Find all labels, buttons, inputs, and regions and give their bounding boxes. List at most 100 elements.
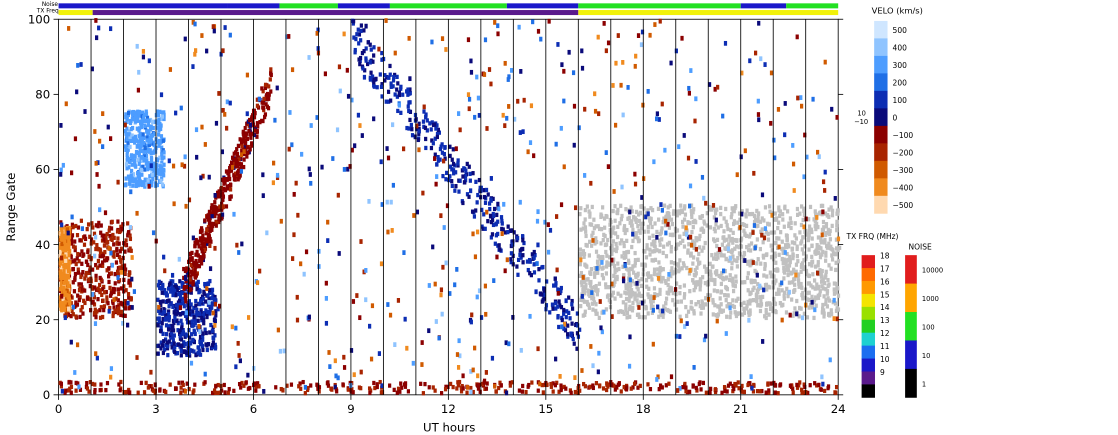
data-cell (299, 261, 303, 267)
data-cell (553, 383, 557, 388)
velocity-legend-swatch (874, 73, 888, 92)
data-cell (786, 209, 790, 214)
data-cell (146, 385, 150, 390)
data-cell (734, 279, 738, 284)
data-cell (756, 112, 761, 117)
data-cell (788, 312, 792, 318)
data-cell (723, 388, 727, 394)
y-tick-label: 0 (43, 388, 50, 402)
data-cell (535, 218, 540, 224)
data-cell (747, 317, 751, 323)
data-cell (201, 243, 205, 248)
data-cell (657, 238, 662, 243)
data-cell (652, 295, 656, 300)
data-cell (380, 57, 384, 62)
data-cell (812, 315, 816, 321)
data-cell (484, 311, 488, 317)
data-cell (164, 389, 168, 395)
data-cell (180, 301, 184, 306)
data-cell (184, 299, 188, 304)
data-cell (433, 281, 437, 287)
data-cell (436, 154, 440, 160)
data-cell (431, 244, 435, 250)
data-cell (646, 224, 650, 230)
data-cell (128, 118, 132, 124)
data-cell (229, 160, 234, 165)
data-cell (782, 296, 786, 301)
data-cell (137, 143, 141, 149)
data-cell (195, 249, 199, 255)
data-cell (59, 171, 63, 177)
data-cell (251, 113, 255, 118)
data-cell (640, 300, 645, 306)
data-cell (503, 230, 508, 235)
data-cell (140, 114, 144, 119)
data-cell (723, 292, 727, 298)
data-cell (805, 315, 810, 320)
data-cell (218, 390, 223, 395)
data-cell (189, 360, 194, 366)
data-cell (126, 233, 130, 238)
data-cell (173, 315, 177, 320)
data-cell (836, 236, 841, 242)
data-cell (209, 206, 214, 211)
data-cell (205, 286, 209, 291)
data-cell (410, 127, 414, 132)
data-cell (774, 260, 778, 265)
data-cell (111, 232, 115, 238)
data-cell (568, 316, 572, 321)
data-cell (162, 150, 166, 155)
data-cell (177, 331, 182, 337)
txfreq-legend-swatch (861, 384, 875, 398)
data-cell (594, 249, 599, 254)
data-cell (63, 290, 67, 295)
txfreq-legend-title: TX FRQ (MHz) (846, 232, 899, 241)
data-cell (766, 221, 770, 226)
data-cell (220, 207, 224, 212)
data-cell (203, 244, 207, 249)
data-cell (62, 307, 66, 312)
data-cell (138, 131, 142, 136)
data-cell (150, 179, 154, 184)
data-cell (192, 349, 196, 354)
data-cell (536, 388, 540, 393)
data-cell (725, 287, 730, 292)
data-cell (178, 328, 182, 334)
data-cell (646, 88, 650, 94)
data-cell (724, 256, 728, 262)
data-cell (421, 391, 425, 396)
data-cell (157, 138, 161, 144)
data-cell (804, 271, 809, 277)
data-cell (244, 134, 248, 139)
data-cell (719, 211, 723, 217)
data-cell (273, 117, 277, 123)
data-cell (610, 293, 614, 298)
data-cell (146, 131, 150, 136)
data-cell (362, 269, 366, 275)
data-cell (172, 310, 176, 315)
data-cell (708, 207, 712, 212)
data-cell (207, 209, 212, 215)
data-cell (309, 383, 313, 388)
data-cell (211, 310, 215, 316)
data-cell (239, 168, 244, 174)
data-cell (203, 327, 207, 332)
data-cell (159, 126, 163, 132)
data-cell (408, 100, 412, 105)
data-cell (722, 385, 727, 390)
data-cell (66, 234, 70, 239)
data-cell (553, 276, 557, 281)
data-cell (649, 305, 654, 310)
data-cell (594, 283, 598, 289)
data-cell (287, 146, 291, 152)
data-cell (457, 338, 461, 344)
data-cell (631, 264, 635, 269)
data-cell (244, 380, 248, 385)
data-cell (585, 302, 590, 307)
data-cell (482, 378, 487, 384)
data-cell (94, 273, 98, 279)
data-cell (834, 260, 838, 265)
data-cell (764, 315, 768, 321)
data-cell (106, 256, 110, 261)
data-cell (194, 298, 198, 304)
